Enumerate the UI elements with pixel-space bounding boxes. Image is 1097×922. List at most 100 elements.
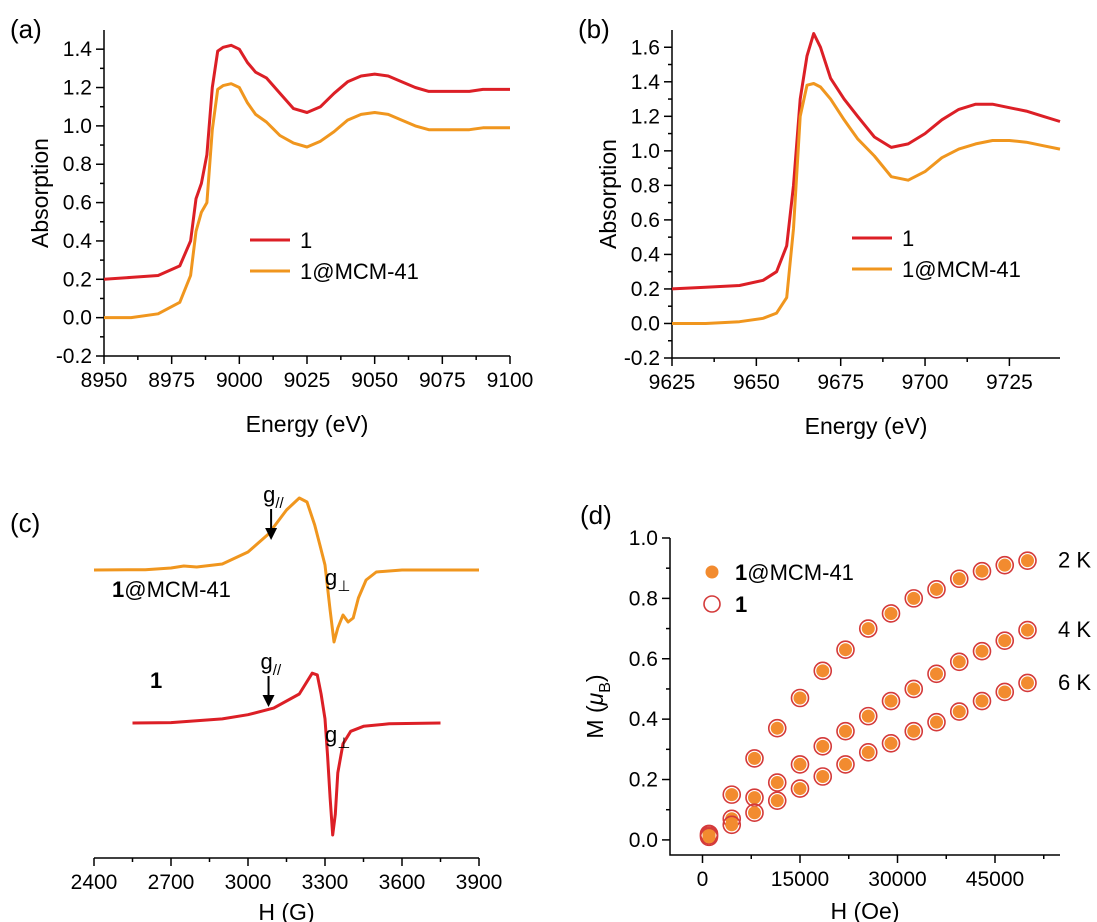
point-mcm41 [975,644,989,658]
legend-label: 1 [300,228,312,253]
legend-marker-open [703,595,721,613]
point-1 [745,788,764,807]
point-1 [722,785,742,804]
x-axis-title: Energy (eV) [246,411,369,437]
point-mcm41 [884,606,898,620]
y-tick-label: 0.2 [63,268,92,291]
y-tick-label: -0.2 [56,345,92,368]
point-mcm41 [748,791,761,805]
x-axis-title: H (Oe) [831,898,900,922]
x-tick-label: 9075 [419,369,466,392]
y-axis-title-part: ) [582,674,608,682]
point-1 [767,718,787,738]
point-mcm41 [748,806,761,820]
legend-label: 1 [735,592,747,617]
x-tick-label: 8950 [81,369,128,392]
y-tick-label: 0.2 [629,769,658,792]
g-letter: g [325,565,337,590]
y-tick-label: 0.0 [629,829,658,852]
x-tick-label: 0 [697,868,709,891]
x-tick-label: 9725 [986,371,1033,394]
point-mcm41 [907,682,921,696]
x-tick-label: 9650 [733,371,780,394]
axis-frame [103,30,510,357]
point-mcm41 [839,757,852,771]
g-factor-label: g// [263,482,284,512]
y-axis-title: Absorption [595,139,621,249]
point-1 [858,743,878,762]
y-tick-label: 0.6 [63,192,92,215]
point-1 [927,712,946,732]
point-1 [745,749,764,768]
point-1 [790,779,810,798]
point-mcm41 [839,724,852,738]
x-tick-label: 9000 [216,369,263,392]
x-tick-label: 2400 [71,871,118,894]
point-1 [1018,673,1037,693]
y-tick-label: 0.6 [631,209,660,232]
axis-frame [669,538,1060,856]
y-tick-label: 0.8 [63,153,92,176]
point-1 [927,664,946,684]
panel-label: (b) [578,14,610,44]
y-tick-label: 1.0 [631,140,660,163]
point-mcm41 [975,694,989,708]
point-mcm41 [952,655,966,669]
axis-frame [671,30,1060,359]
point-mcm41 [793,757,807,771]
point-mcm41 [1021,554,1034,568]
panel-d: (d) 0.0 0.2 0.4 0.6 0.8 1.0 0 15000 30000 45000 H (… [580,500,1091,922]
point-1 [836,755,855,774]
x-tick-label: 2700 [148,871,195,894]
point-mcm41 [770,794,784,808]
point-mcm41 [816,739,830,753]
point-mcm41 [816,664,830,678]
point-mcm41 [748,751,761,765]
x-tick-label: 30000 [868,868,926,891]
legend-label-bold: 1 [735,592,747,617]
y-tick-label: 1.6 [631,36,660,59]
point-1 [995,682,1015,702]
legend-label: 1@MCM-41 [735,560,854,585]
g-factor-label: g// [261,649,282,679]
point-1 [881,733,901,753]
g-arrow-head [265,528,278,540]
point-mcm41 [907,724,921,738]
point-mcm41 [770,721,784,735]
point-mcm41 [975,564,989,578]
g-arrow-head [262,695,275,707]
y-tick-label: 0.0 [63,307,92,330]
y-axis-title: Absorption [27,138,53,248]
spectrum-label-bold: 1 [150,668,162,693]
point-mcm41 [725,788,739,802]
spectrum-label-bold: 1 [112,577,124,602]
point-1 [881,604,901,623]
y-tick-label: 1.4 [63,38,93,61]
point-mcm41 [861,745,875,759]
point-1 [813,661,833,681]
y-tick-label: -0.2 [624,347,660,370]
point-mcm41 [793,691,807,705]
point-mcm41 [952,572,966,586]
x-tick-label: 15000 [771,868,829,891]
point-mcm41 [998,685,1012,699]
point-1 [858,706,878,726]
panel-label: (d) [580,500,612,530]
point-mcm41 [1021,676,1034,690]
point-1 [745,803,764,823]
point-1 [995,631,1015,650]
y-tick-label: 1.2 [631,105,660,128]
y-axis-title-part: B [597,682,614,693]
y-tick-label: 0.4 [63,230,93,253]
point-1 [904,721,924,741]
point-mcm41 [998,558,1012,572]
point-1 [813,767,833,786]
g-letter: g [263,482,275,507]
spectrum-label-rest: @MCM-41 [124,577,231,602]
x-tick-label: 3300 [302,871,349,894]
x-tick-label: 8975 [148,369,195,392]
panel-label: (c) [10,508,40,538]
y-tick-label: 0.0 [631,312,660,335]
point-mcm41 [702,830,716,844]
